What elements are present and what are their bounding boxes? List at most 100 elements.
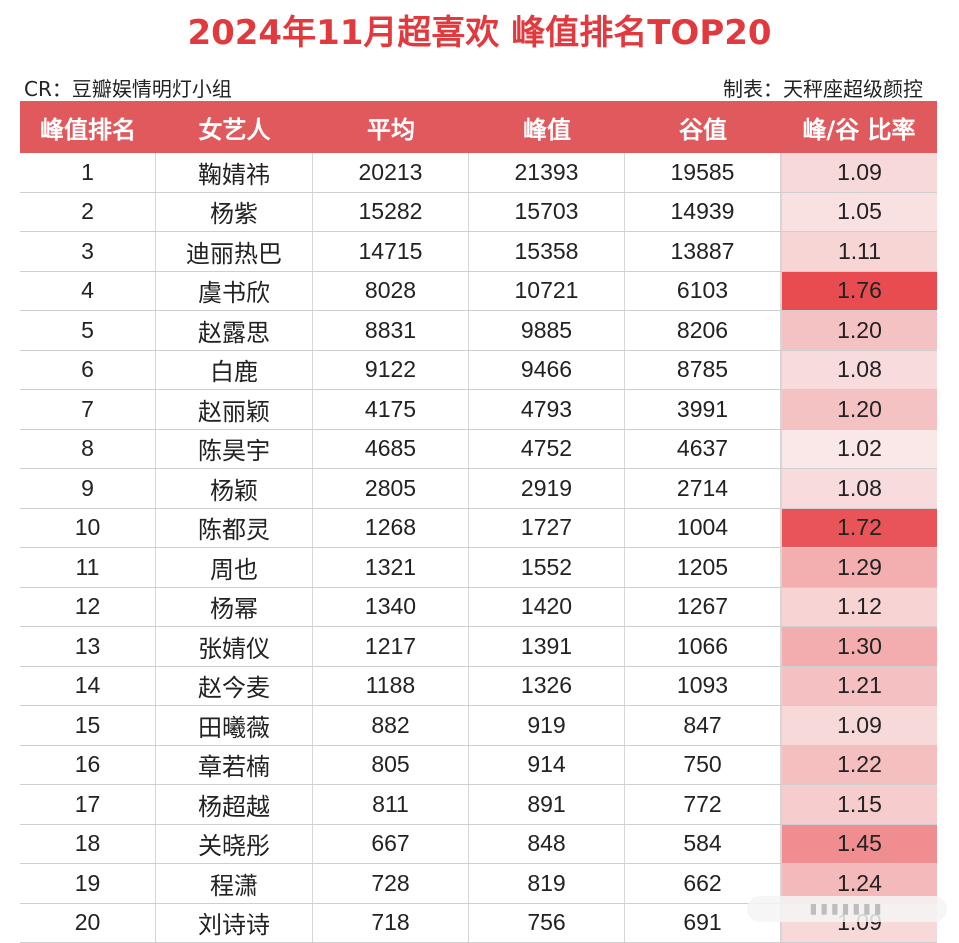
ratio-cell: 1.29 [781, 548, 937, 587]
valley-cell: 2714 [625, 469, 781, 508]
header-average: 平均 [313, 101, 469, 153]
ratio-cell: 1.76 [781, 272, 937, 311]
ratio-cell: 1.22 [781, 746, 937, 785]
artist-cell: 刘诗诗 [156, 904, 313, 943]
average-cell: 1321 [313, 548, 469, 587]
peak-cell: 15703 [469, 193, 625, 232]
rank-cell: 18 [20, 825, 156, 864]
artist-cell: 杨幂 [156, 588, 313, 627]
artist-cell: 虞书欣 [156, 272, 313, 311]
average-cell: 9122 [313, 351, 469, 390]
average-cell: 811 [313, 785, 469, 824]
average-cell: 667 [313, 825, 469, 864]
artist-cell: 田曦薇 [156, 706, 313, 745]
artist-cell: 章若楠 [156, 746, 313, 785]
rank-cell: 4 [20, 272, 156, 311]
valley-cell: 3991 [625, 390, 781, 429]
ratio-cell: 1.45 [781, 825, 937, 864]
ratio-cell: 1.05 [781, 193, 937, 232]
artist-cell: 迪丽热巴 [156, 232, 313, 271]
valley-cell: 750 [625, 746, 781, 785]
peak-cell: 1420 [469, 588, 625, 627]
artist-cell: 程潇 [156, 864, 313, 903]
source-credit: CR：豆瓣娱情明灯小组 [24, 73, 232, 102]
peak-cell: 21393 [469, 153, 625, 192]
peak-cell: 9885 [469, 311, 625, 350]
average-cell: 1340 [313, 588, 469, 627]
peak-cell: 2919 [469, 469, 625, 508]
header-peak: 峰值 [469, 101, 625, 153]
average-cell: 728 [313, 864, 469, 903]
peak-cell: 891 [469, 785, 625, 824]
average-cell: 8028 [313, 272, 469, 311]
ratio-cell: 1.09 [781, 706, 937, 745]
peak-cell: 15358 [469, 232, 625, 271]
header-valley: 谷值 [625, 101, 781, 153]
ratio-cell: 1.30 [781, 627, 937, 666]
ratio-cell: 1.08 [781, 351, 937, 390]
rank-cell: 15 [20, 706, 156, 745]
ratio-cell: 1.20 [781, 311, 937, 350]
artist-cell: 杨超越 [156, 785, 313, 824]
ratio-cell: 1.21 [781, 667, 937, 706]
valley-cell: 1205 [625, 548, 781, 587]
peak-cell: 4793 [469, 390, 625, 429]
valley-cell: 8785 [625, 351, 781, 390]
artist-cell: 鞠婧祎 [156, 153, 313, 192]
header-artist: 女艺人 [156, 101, 313, 153]
rank-cell: 1 [20, 153, 156, 192]
valley-cell: 584 [625, 825, 781, 864]
peak-cell: 1326 [469, 667, 625, 706]
ratio-cell: 1.11 [781, 232, 937, 271]
rank-cell: 14 [20, 667, 156, 706]
peak-cell: 914 [469, 746, 625, 785]
valley-cell: 1267 [625, 588, 781, 627]
artist-cell: 杨紫 [156, 193, 313, 232]
valley-cell: 14939 [625, 193, 781, 232]
rank-cell: 16 [20, 746, 156, 785]
average-cell: 882 [313, 706, 469, 745]
peak-cell: 819 [469, 864, 625, 903]
peak-cell: 1391 [469, 627, 625, 666]
artist-cell: 陈都灵 [156, 509, 313, 548]
artist-cell: 张婧仪 [156, 627, 313, 666]
peak-cell: 10721 [469, 272, 625, 311]
valley-cell: 6103 [625, 272, 781, 311]
artist-cell: 白鹿 [156, 351, 313, 390]
average-cell: 718 [313, 904, 469, 943]
peak-cell: 4752 [469, 430, 625, 469]
valley-cell: 1066 [625, 627, 781, 666]
average-cell: 4685 [313, 430, 469, 469]
valley-cell: 1004 [625, 509, 781, 548]
average-cell: 1188 [313, 667, 469, 706]
artist-cell: 赵丽颖 [156, 390, 313, 429]
average-cell: 4175 [313, 390, 469, 429]
rank-cell: 5 [20, 311, 156, 350]
peak-cell: 9466 [469, 351, 625, 390]
average-cell: 805 [313, 746, 469, 785]
artist-cell: 关晓彤 [156, 825, 313, 864]
peak-cell: 756 [469, 904, 625, 943]
rank-cell: 12 [20, 588, 156, 627]
peak-cell: 848 [469, 825, 625, 864]
rank-cell: 6 [20, 351, 156, 390]
ratio-cell: 1.15 [781, 785, 937, 824]
peak-cell: 1552 [469, 548, 625, 587]
page-title: 2024年11月超喜欢 峰值排名TOP20 [0, 8, 959, 58]
header-ratio: 峰/谷 比率 [781, 101, 937, 153]
table-header-row: 峰值排名 女艺人 平均 峰值 谷值 峰/谷 比率 [20, 101, 937, 153]
rank-cell: 13 [20, 627, 156, 666]
valley-cell: 8206 [625, 311, 781, 350]
